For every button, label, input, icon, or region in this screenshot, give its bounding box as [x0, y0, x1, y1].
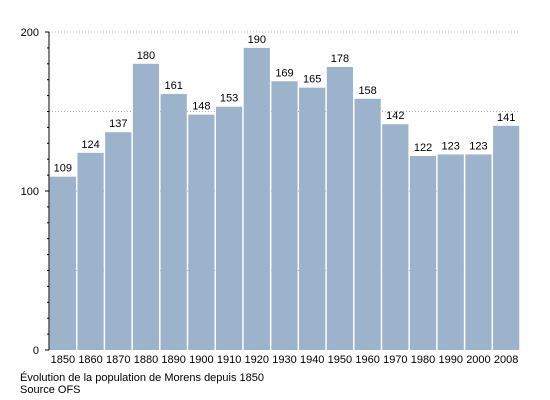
data-label-1920: 190: [248, 34, 266, 46]
bar-chart: 109 1850 124 1860 137 1870 180 1880 161 1890 148 19…: [21, 27, 520, 366]
x-tick-label-1930: 1930: [272, 354, 296, 366]
x-tick-label-1890: 1890: [161, 354, 185, 366]
y-tick-label-100: 100: [21, 186, 39, 198]
bar-1940: [299, 87, 326, 351]
data-label-2000: 123: [469, 140, 487, 152]
bar-1930: [271, 81, 298, 350]
data-label-1980: 122: [414, 142, 432, 154]
bar-2008: [493, 125, 520, 350]
data-label-1970: 142: [386, 110, 404, 122]
x-tick-label-2008: 2008: [494, 354, 518, 366]
data-label-1880: 180: [137, 50, 155, 62]
chart-caption: Évolution de la population de Morens dep…: [20, 372, 265, 384]
bar-1980: [409, 156, 437, 350]
data-label-1930: 169: [275, 67, 293, 79]
axes: [45, 31, 50, 351]
labels: 109 1850 124 1860 137 1870 180 1880 161 1890 148 19…: [21, 27, 519, 366]
data-label-1870: 137: [109, 118, 127, 130]
bar-1920: [243, 47, 270, 351]
bar-1970: [382, 124, 409, 350]
chart-source: Source OFS: [20, 384, 81, 396]
data-label-1990: 123: [442, 140, 460, 152]
bar-1990: [437, 154, 464, 350]
bar-1950: [326, 66, 354, 350]
bar-1870: [105, 132, 132, 350]
y-tick-label-0: 0: [33, 345, 39, 357]
data-label-1940: 165: [303, 74, 321, 86]
data-label-1850: 109: [54, 163, 72, 175]
data-label-1890: 161: [164, 80, 182, 92]
x-tick-label-1960: 1960: [355, 354, 379, 366]
x-tick-label-1980: 1980: [411, 354, 435, 366]
data-label-1860: 124: [81, 139, 99, 151]
bars: [49, 47, 520, 351]
bar-1890: [160, 94, 187, 350]
x-tick-label-1920: 1920: [245, 354, 269, 366]
x-tick-label-1900: 1900: [189, 354, 213, 366]
bar-2000: [465, 154, 492, 350]
data-label-1950: 178: [331, 53, 349, 65]
bar-1860: [77, 152, 104, 350]
x-tick-label-1950: 1950: [328, 354, 352, 366]
data-label-1910: 153: [220, 93, 238, 105]
data-label-1900: 148: [192, 101, 210, 113]
x-tick-label-1850: 1850: [51, 354, 75, 366]
x-tick-label-1910: 1910: [217, 354, 241, 366]
x-tick-label-1990: 1990: [438, 354, 462, 366]
y-tick-label-200: 200: [21, 27, 39, 39]
bar-1900: [188, 114, 215, 351]
bar-1910: [215, 106, 243, 350]
x-tick-label-1970: 1970: [383, 354, 407, 366]
x-tick-label-1870: 1870: [106, 354, 130, 366]
data-label-2008: 141: [497, 112, 515, 124]
data-label-1960: 158: [358, 85, 376, 97]
bar-1960: [354, 98, 381, 350]
bar-1850: [49, 176, 76, 350]
x-tick-label-1860: 1860: [78, 354, 102, 366]
bar-1880: [132, 63, 160, 351]
x-tick-label-1940: 1940: [300, 354, 324, 366]
x-tick-label-1880: 1880: [134, 354, 158, 366]
x-tick-label-2000: 2000: [466, 354, 490, 366]
